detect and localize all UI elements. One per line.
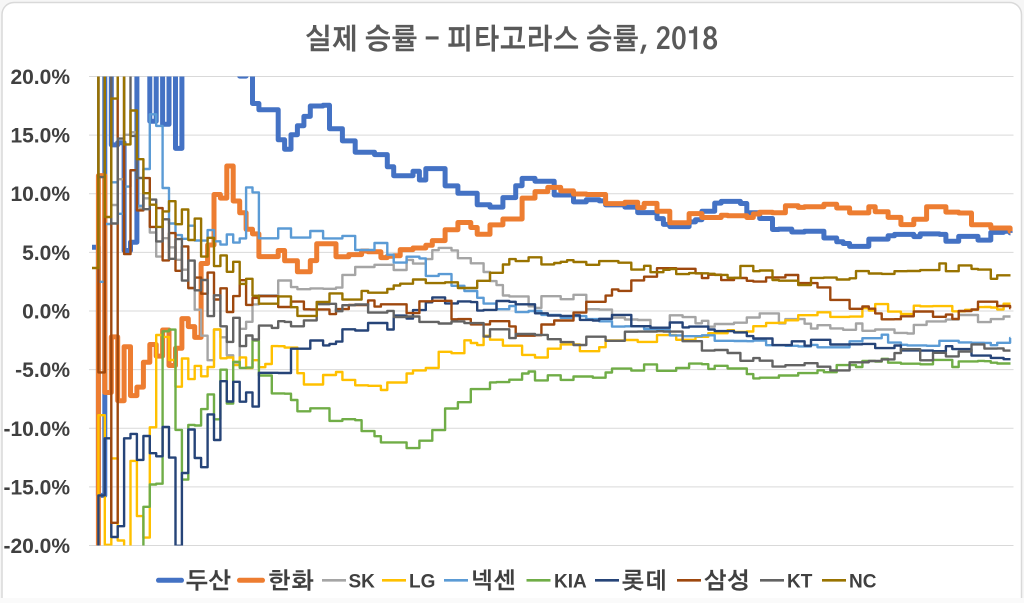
svg-text:15.0%: 15.0% bbox=[10, 125, 70, 148]
svg-text:10.0%: 10.0% bbox=[10, 183, 70, 206]
svg-text:KIA: KIA bbox=[554, 572, 587, 593]
svg-text:NC: NC bbox=[849, 572, 877, 593]
svg-text:-15.0%: -15.0% bbox=[3, 476, 70, 499]
svg-text:SK: SK bbox=[349, 572, 376, 593]
svg-text:0.0%: 0.0% bbox=[22, 301, 70, 324]
svg-text:KT: KT bbox=[787, 572, 813, 593]
svg-text:-10.0%: -10.0% bbox=[3, 418, 70, 441]
svg-text:-20.0%: -20.0% bbox=[3, 535, 70, 558]
svg-text:20.0%: 20.0% bbox=[10, 66, 70, 89]
svg-text:-5.0%: -5.0% bbox=[15, 359, 70, 382]
svg-text:LG: LG bbox=[409, 572, 435, 593]
svg-text:5.0%: 5.0% bbox=[22, 242, 70, 265]
